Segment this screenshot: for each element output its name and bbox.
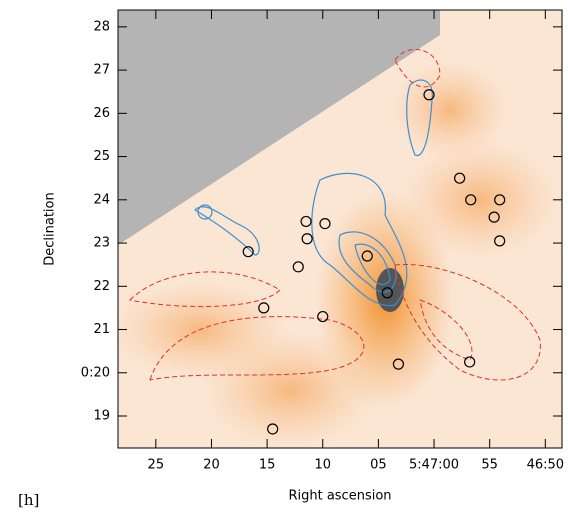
x-tick-label: 55	[481, 458, 498, 473]
source-marker	[465, 194, 477, 206]
source-marker	[423, 89, 435, 101]
source-marker	[454, 172, 466, 184]
annotation: [h]	[18, 491, 39, 508]
source-marker	[464, 356, 476, 368]
source-marker	[242, 246, 254, 258]
x-tick-label: 10	[314, 458, 331, 473]
y-tick-label: 23	[93, 236, 110, 251]
source-marker	[494, 235, 506, 247]
x-tick-label: 20	[203, 458, 220, 473]
source-marker	[292, 261, 304, 273]
y-tick-label: 24	[93, 192, 110, 207]
x-tick-label: 15	[259, 458, 276, 473]
image	[118, 10, 562, 448]
y-tick-label: 28	[93, 19, 110, 34]
source-marker	[319, 217, 331, 230]
y-tick-label: 26	[93, 106, 110, 121]
y-tick-label: 0:20	[81, 365, 110, 380]
source-marker	[258, 302, 270, 314]
x-tick-label: 25	[148, 458, 165, 473]
source-marker	[317, 310, 329, 323]
x-axis-label: Right ascension	[288, 489, 391, 504]
source-marker	[381, 287, 393, 299]
source-marker	[300, 215, 312, 228]
source-marker	[488, 211, 500, 223]
y-tick-label: 22	[93, 279, 110, 294]
y-tick-label: 25	[93, 149, 110, 164]
y-axis-label: Declination	[43, 192, 58, 266]
y-tick-label: 27	[93, 63, 110, 78]
y-tick-label: 21	[93, 322, 110, 337]
source-marker	[301, 233, 313, 245]
source-marker	[494, 194, 506, 206]
x-tick-label: 05	[370, 458, 387, 473]
x-tick-label: 46:50	[527, 458, 564, 473]
source-marker	[267, 423, 279, 435]
y-tick-label: 19	[93, 409, 110, 424]
plot-frame	[117, 9, 563, 449]
x-tick-label: 5:47:00	[409, 458, 459, 473]
source-marker	[361, 250, 373, 262]
source-marker	[392, 358, 405, 370]
